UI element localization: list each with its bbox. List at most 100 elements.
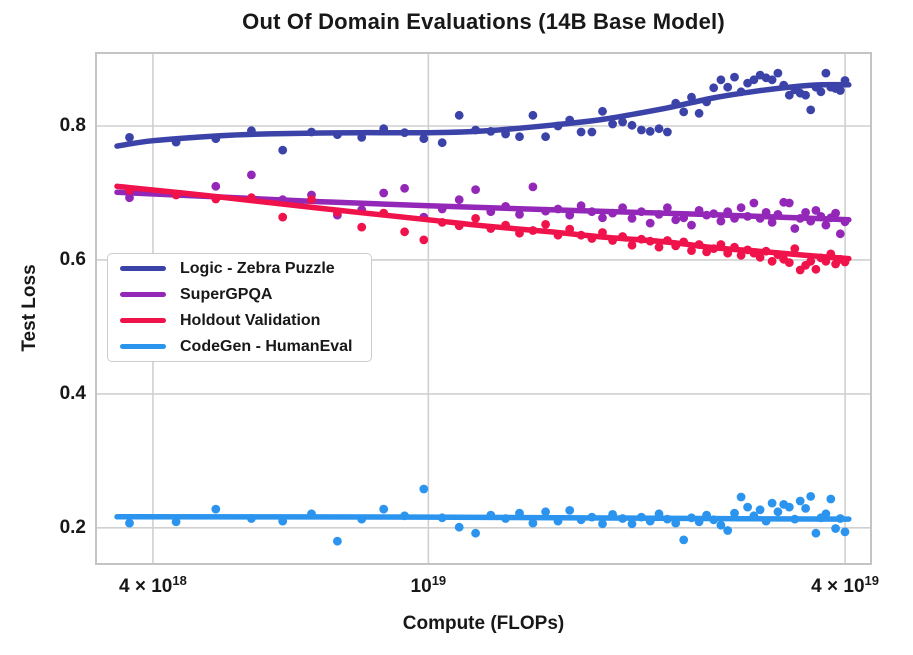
scatter-point (806, 105, 816, 115)
scatter-point (357, 222, 367, 232)
scatter-point (784, 90, 794, 100)
scatter-point (454, 110, 464, 120)
scatter-point (307, 195, 316, 205)
scatter-point (795, 496, 805, 506)
scatter-point (515, 132, 524, 142)
legend-line-swatch (120, 266, 166, 271)
scatter-point (637, 125, 646, 135)
scatter-point (716, 75, 726, 85)
scatter-point (767, 218, 777, 227)
scatter-point (835, 229, 845, 239)
scatter-point (709, 83, 719, 93)
scatter-point (736, 250, 746, 260)
chart-title: Out Of Domain Evaluations (14B Base Mode… (242, 9, 725, 34)
scatter-point (645, 218, 655, 228)
scatter-point (687, 246, 696, 256)
scatter-point (790, 224, 800, 233)
y-tick-label: 0.4 (59, 382, 86, 404)
scatter-point (627, 214, 637, 223)
legend-item: Holdout Validation (120, 308, 371, 334)
scatter-point (773, 507, 783, 517)
legend-label: Holdout Validation (180, 311, 321, 329)
scatter-point (831, 524, 840, 533)
legend: Logic - Zebra Puzzle SuperGPQA Holdout V… (107, 253, 372, 362)
scatter-point (654, 242, 664, 252)
scatter-point (125, 518, 134, 528)
scatter-point (716, 216, 726, 226)
scatter-point (806, 256, 816, 266)
scatter-point (821, 220, 831, 230)
scatter-point (811, 264, 821, 274)
scatter-point (773, 68, 783, 78)
scatter-point (811, 528, 821, 538)
scatter-point (333, 536, 342, 546)
legend-item: SuperGPQA (120, 282, 371, 308)
scatter-point (821, 68, 831, 78)
legend-item: Logic - Zebra Puzzle (120, 256, 371, 282)
scatter-point (840, 527, 850, 537)
scatter-point (541, 507, 550, 517)
legend-item: CodeGen - HumanEval (120, 334, 371, 360)
scatter-point (755, 505, 765, 515)
scatter-point (806, 492, 816, 501)
scatter-point (679, 535, 689, 545)
scatter-point (801, 90, 810, 100)
trend-line (114, 81, 852, 149)
scatter-point (576, 127, 586, 137)
scatter-point (835, 86, 845, 95)
scatter-point (379, 504, 389, 514)
legend-label: CodeGen - HumanEval (180, 337, 353, 355)
scatter-point (541, 132, 550, 142)
scatter-point (211, 181, 221, 191)
scatter-point (471, 528, 480, 538)
scatter-point (565, 506, 575, 515)
scatter-point (767, 498, 777, 508)
scatter-point (730, 72, 739, 82)
scatter-point (767, 256, 777, 266)
y-tick-label: 0.8 (59, 115, 86, 136)
scatter-point (278, 145, 288, 155)
x-axis-label: Compute (FLOPs) (402, 613, 565, 634)
scatter-point (379, 188, 389, 198)
scatter-point (627, 519, 637, 529)
scatter-point (790, 244, 800, 254)
scatter-point (419, 134, 429, 144)
scatter-point (767, 75, 777, 85)
scatter-point (587, 127, 597, 137)
scatter-point (755, 252, 765, 262)
scatter-point (419, 484, 429, 494)
y-tick-label: 0.2 (59, 516, 86, 538)
legend-label: SuperGPQA (180, 285, 273, 303)
scatter-point (437, 138, 447, 148)
scatter-point (801, 208, 810, 217)
scatter-point (541, 220, 550, 229)
scatter-point (211, 504, 221, 514)
legend-label: Logic - Zebra Puzzle (180, 259, 335, 277)
scatter-point (801, 504, 810, 513)
scatter-point (736, 492, 746, 502)
scatter-point (671, 215, 681, 225)
scatter-point (811, 206, 821, 215)
scatter-point (419, 235, 429, 245)
trend-line (114, 514, 852, 522)
legend-line-swatch (120, 292, 166, 297)
scatter-point (528, 518, 538, 528)
scatter-point (816, 87, 826, 97)
scatter-point (821, 509, 831, 519)
scatter-point (730, 508, 739, 518)
scatter-point (247, 170, 256, 180)
scatter-point (400, 227, 409, 237)
scatter-point (687, 220, 696, 230)
scatter-point (826, 494, 836, 504)
scatter-point (784, 258, 794, 267)
y-tick-label: 0.6 (59, 248, 86, 270)
x-tick-label: 1019 (410, 573, 447, 597)
scatter-point (749, 75, 759, 85)
scatter-point (598, 106, 607, 116)
y-axis-label: Test Loss (19, 264, 40, 352)
scatter-point (608, 119, 617, 129)
scatter-point (171, 517, 181, 527)
scatter-point (716, 520, 726, 530)
scatter-point (454, 195, 464, 205)
